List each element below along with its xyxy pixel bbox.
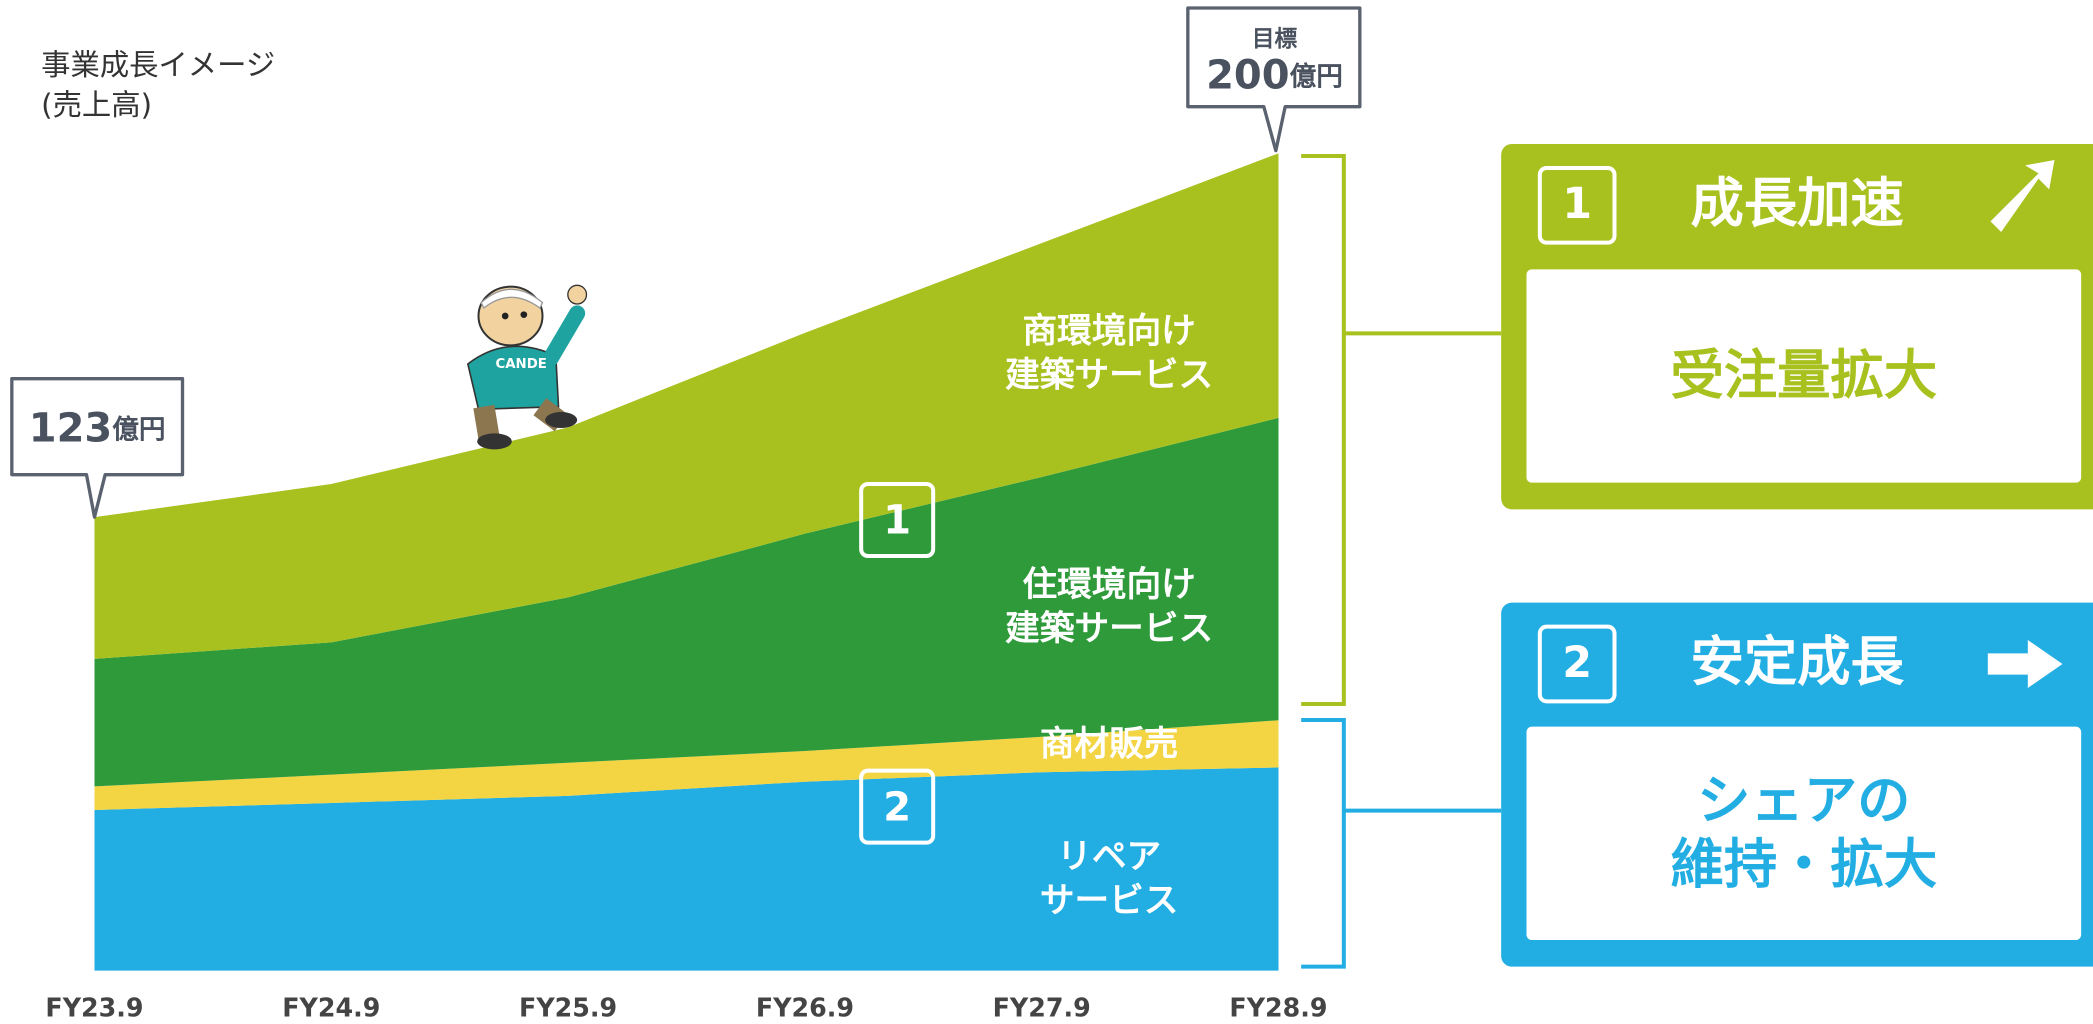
area-label: 商材販売: [1040, 724, 1179, 764]
x-tick-label: FY23.9: [45, 992, 143, 1022]
area-label: 建築サービス: [1005, 609, 1213, 649]
panel-badge: [1537, 624, 1617, 704]
chart-subtitle: (売上高): [41, 88, 152, 122]
area-label: 商環境向け: [1023, 312, 1196, 352]
area: [94, 153, 1279, 659]
callout-value: 200: [1206, 52, 1290, 98]
panel-title: 安定成長: [1691, 630, 1905, 693]
panel-body: シェアの: [1697, 769, 1910, 832]
panel-body-box: [1526, 726, 2082, 940]
callout-label: 200億円: [1206, 52, 1343, 98]
callout-unit: 億円: [112, 414, 165, 445]
area: [94, 720, 1279, 811]
area-label: 住環境向け: [1023, 565, 1196, 605]
area-label: リペア: [1057, 837, 1161, 877]
marker-label: 2: [883, 784, 911, 830]
panel-body: 受注量拡大: [1671, 343, 1938, 406]
svg-text:CANDE: CANDE: [495, 357, 546, 372]
arrow-icon: [1987, 640, 2063, 688]
callout-value: 123: [29, 406, 113, 452]
bracket: [1301, 154, 1502, 706]
x-tick-label: FY28.9: [1229, 992, 1327, 1022]
marker-label: 1: [883, 498, 911, 544]
panel-body: 維持・拡大: [1671, 833, 1938, 896]
callout-box: [10, 376, 185, 519]
panel-body-box: [1526, 269, 2082, 483]
panel-badge: [1537, 166, 1617, 245]
mascot: CANDE: [466, 284, 588, 450]
marker-badge: [859, 482, 936, 558]
marker-badge: [859, 768, 936, 845]
x-tick-label: FY24.9: [282, 992, 380, 1022]
panel-number: 1: [1562, 179, 1592, 229]
x-tick-label: FY27.9: [993, 992, 1091, 1022]
bracket: [1301, 718, 1502, 969]
area: [94, 767, 1279, 971]
area-label: サービス: [1040, 881, 1179, 921]
x-tick-label: FY26.9: [756, 992, 854, 1022]
panel-number: 2: [1562, 638, 1592, 688]
areas: [94, 153, 1279, 971]
area: [94, 417, 1279, 787]
callout-label: 123億円: [29, 406, 166, 452]
chart-title: 事業成長イメージ: [41, 48, 275, 82]
panel-title: 成長加速: [1691, 171, 1904, 234]
area-label: 建築サービス: [1005, 356, 1213, 396]
callout-box: [1186, 6, 1362, 153]
callout-caption: 目標: [1252, 27, 1298, 53]
arrow-icon: [1990, 160, 2055, 232]
callout-unit: 億円: [1290, 61, 1343, 92]
x-tick-label: FY25.9: [519, 992, 617, 1022]
